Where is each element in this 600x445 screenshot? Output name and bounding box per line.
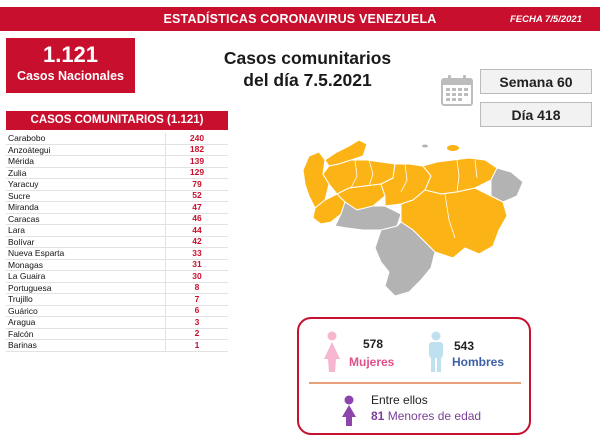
map-region-nueva-esparta [447, 145, 459, 151]
state-count: 30 [192, 270, 202, 281]
state-count: 2 [194, 328, 200, 339]
list-item: Nueva Esparta 33 [6, 248, 228, 260]
list-item: Portuguesa 8 [6, 282, 228, 294]
state-name: Lara [6, 225, 166, 236]
venezuela-map [302, 139, 524, 297]
state-count: 240 [189, 132, 205, 143]
minors-label: Menores de edad [387, 409, 482, 423]
state-name: Miranda [6, 202, 166, 213]
main-title: Casos comunitarios del día 7.5.2021 [190, 47, 425, 91]
state-name: Yaracuy [6, 179, 166, 190]
state-name: Guárico [6, 305, 166, 316]
child-icon [342, 395, 356, 426]
list-item: Barinas 1 [6, 340, 228, 352]
state-count: 129 [189, 167, 205, 178]
state-count: 7 [194, 293, 200, 304]
list-item: Monagas 31 [6, 259, 228, 271]
list-item: Zulia 129 [6, 167, 228, 179]
map-region-amazonas [374, 221, 436, 297]
state-name: Aragua [6, 317, 166, 328]
list-item: Bolívar 42 [6, 236, 228, 248]
state-name: Portuguesa [6, 282, 166, 293]
list-item: Yaracuy 79 [6, 179, 228, 191]
state-count: 47 [192, 201, 202, 212]
minors-count: 81 [371, 409, 385, 423]
state-count: 1 [194, 339, 200, 350]
list-item: Aragua 3 [6, 317, 228, 329]
state-name: Barinas [6, 340, 166, 351]
minors-title: Entre ellos [371, 393, 428, 407]
list-item: Lara 44 [6, 225, 228, 237]
male-label: Hombres [452, 355, 505, 369]
state-count: 182 [189, 144, 205, 155]
list-item: La Guaira 30 [6, 271, 228, 283]
state-count: 42 [192, 236, 202, 247]
list-item: Miranda 47 [6, 202, 228, 214]
total-cases-box: 1.121 Casos Nacionales [6, 38, 135, 93]
week-box: Semana 60 [480, 69, 592, 94]
female-label: Mujeres [349, 355, 395, 369]
minors-line: 81 Menores de edad [371, 409, 481, 423]
state-count: 52 [192, 190, 202, 201]
header-title: ESTADÍSTICAS CORONAVIRUS VENEZUELA [163, 12, 437, 26]
female-person-icon [324, 331, 340, 372]
female-count: 578 [363, 337, 384, 351]
main-title-line1: Casos comunitarios [223, 48, 392, 68]
state-count: 33 [192, 247, 202, 258]
list-item: Trujillo 7 [6, 294, 228, 306]
list-item: Anzoátegui 182 [6, 144, 228, 156]
male-person-icon [429, 331, 443, 372]
list-item: Sucre 52 [6, 190, 228, 202]
state-count: 6 [194, 305, 200, 316]
main-title-line2: del día 7.5.2021 [243, 70, 372, 90]
list-item: Carabobo 240 [6, 133, 228, 145]
gender-breakdown-box: 578 Mujeres 543 Hombres Entre ellos 81 M… [297, 317, 531, 435]
community-cases-list: Carabobo 240 Anzoátegui 182 Mérida 139 Zulia 12… [6, 133, 228, 352]
state-name: Trujillo [6, 294, 166, 305]
male-count: 543 [454, 339, 475, 353]
state-name: Bolívar [6, 236, 166, 247]
total-cases-label: Casos Nacionales [17, 69, 124, 83]
state-name: Zulia [6, 167, 166, 178]
state-name: Carabobo [6, 133, 166, 144]
state-name: Sucre [6, 190, 166, 201]
header-bar: ESTADÍSTICAS CORONAVIRUS VENEZUELA FECHA… [0, 7, 600, 31]
state-count: 79 [192, 178, 202, 189]
map-region-east [422, 157, 498, 195]
list-item: Caracas 46 [6, 213, 228, 225]
state-count: 139 [189, 155, 205, 166]
calendar-icon [441, 75, 473, 106]
map-region-island [422, 144, 428, 148]
divider [309, 382, 521, 384]
map-region-delta [490, 167, 524, 203]
state-name: Falcón [6, 328, 166, 339]
map-region-apure [334, 201, 402, 231]
state-name: Mérida [6, 156, 166, 167]
state-name: La Guaira [6, 271, 166, 282]
state-count: 46 [192, 213, 202, 224]
state-count: 8 [194, 282, 200, 293]
state-name: Monagas [6, 259, 166, 270]
list-item: Guárico 6 [6, 305, 228, 317]
header-date: FECHA 7/5/2021 [510, 14, 582, 25]
state-name: Nueva Esparta [6, 248, 166, 259]
total-cases-number: 1.121 [42, 42, 99, 67]
state-count: 44 [192, 224, 202, 235]
community-cases-header: CASOS COMUNITARIOS (1.121) [6, 111, 228, 130]
day-box: Día 418 [480, 102, 592, 127]
state-count: 31 [192, 259, 202, 270]
list-item: Falcón 2 [6, 328, 228, 340]
state-name: Caracas [6, 213, 166, 224]
list-item: Mérida 139 [6, 156, 228, 168]
state-count: 3 [194, 316, 200, 327]
state-name: Anzoátegui [6, 144, 166, 155]
